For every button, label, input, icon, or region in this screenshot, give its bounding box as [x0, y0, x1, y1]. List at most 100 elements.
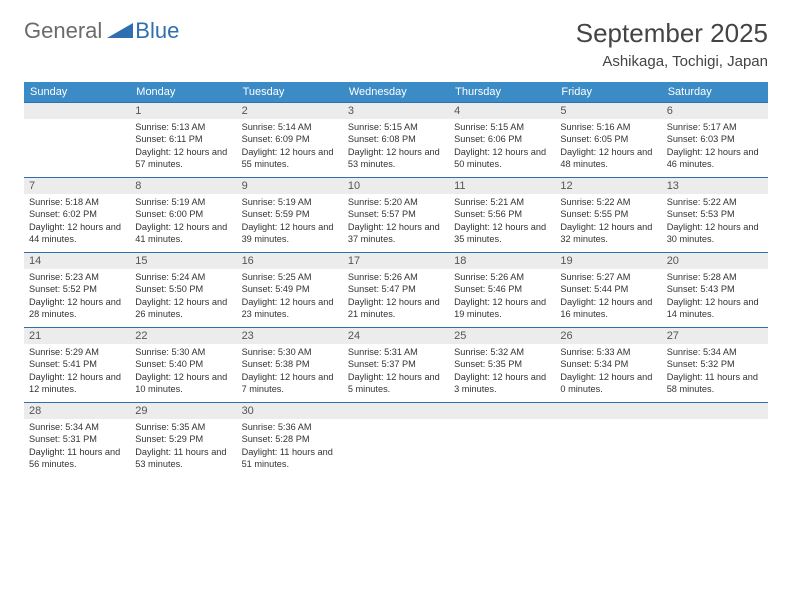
logo-text-general: General — [24, 18, 102, 44]
day-number: 18 — [449, 253, 555, 269]
calendar-cell: 2Sunrise: 5:14 AMSunset: 6:09 PMDaylight… — [237, 103, 343, 178]
day-number: 11 — [449, 178, 555, 194]
calendar-cell: 28Sunrise: 5:34 AMSunset: 5:31 PMDayligh… — [24, 403, 130, 478]
day-details: Sunrise: 5:19 AMSunset: 5:59 PMDaylight:… — [237, 194, 343, 252]
day-details: Sunrise: 5:31 AMSunset: 5:37 PMDaylight:… — [343, 344, 449, 402]
title-block: September 2025 Ashikaga, Tochigi, Japan — [576, 18, 768, 70]
calendar-cell: 26Sunrise: 5:33 AMSunset: 5:34 PMDayligh… — [555, 328, 661, 403]
day-details: Sunrise: 5:26 AMSunset: 5:47 PMDaylight:… — [343, 269, 449, 327]
calendar-cell: 17Sunrise: 5:26 AMSunset: 5:47 PMDayligh… — [343, 253, 449, 328]
day-number — [662, 403, 768, 419]
day-details — [449, 419, 555, 477]
calendar-cell: 14Sunrise: 5:23 AMSunset: 5:52 PMDayligh… — [24, 253, 130, 328]
day-details: Sunrise: 5:14 AMSunset: 6:09 PMDaylight:… — [237, 119, 343, 177]
day-number: 22 — [130, 328, 236, 344]
day-number: 8 — [130, 178, 236, 194]
day-number: 29 — [130, 403, 236, 419]
calendar-cell — [24, 103, 130, 178]
calendar-week-row: 1Sunrise: 5:13 AMSunset: 6:11 PMDaylight… — [24, 103, 768, 178]
day-number: 13 — [662, 178, 768, 194]
location: Ashikaga, Tochigi, Japan — [576, 53, 768, 70]
calendar-cell — [343, 403, 449, 478]
day-details: Sunrise: 5:22 AMSunset: 5:53 PMDaylight:… — [662, 194, 768, 252]
day-number: 23 — [237, 328, 343, 344]
day-number — [555, 403, 661, 419]
calendar-cell: 27Sunrise: 5:34 AMSunset: 5:32 PMDayligh… — [662, 328, 768, 403]
day-details: Sunrise: 5:18 AMSunset: 6:02 PMDaylight:… — [24, 194, 130, 252]
weekday-header: Wednesday — [343, 82, 449, 103]
calendar-cell: 7Sunrise: 5:18 AMSunset: 6:02 PMDaylight… — [24, 178, 130, 253]
day-details: Sunrise: 5:36 AMSunset: 5:28 PMDaylight:… — [237, 419, 343, 477]
calendar-cell: 3Sunrise: 5:15 AMSunset: 6:08 PMDaylight… — [343, 103, 449, 178]
day-details: Sunrise: 5:21 AMSunset: 5:56 PMDaylight:… — [449, 194, 555, 252]
calendar-cell: 22Sunrise: 5:30 AMSunset: 5:40 PMDayligh… — [130, 328, 236, 403]
calendar-header-row: SundayMondayTuesdayWednesdayThursdayFrid… — [24, 82, 768, 103]
calendar-body: 1Sunrise: 5:13 AMSunset: 6:11 PMDaylight… — [24, 103, 768, 478]
calendar-week-row: 21Sunrise: 5:29 AMSunset: 5:41 PMDayligh… — [24, 328, 768, 403]
weekday-header: Tuesday — [237, 82, 343, 103]
day-details: Sunrise: 5:25 AMSunset: 5:49 PMDaylight:… — [237, 269, 343, 327]
calendar-week-row: 28Sunrise: 5:34 AMSunset: 5:31 PMDayligh… — [24, 403, 768, 478]
day-number: 25 — [449, 328, 555, 344]
day-details: Sunrise: 5:34 AMSunset: 5:32 PMDaylight:… — [662, 344, 768, 402]
weekday-header: Monday — [130, 82, 236, 103]
calendar-cell: 5Sunrise: 5:16 AMSunset: 6:05 PMDaylight… — [555, 103, 661, 178]
day-details: Sunrise: 5:15 AMSunset: 6:08 PMDaylight:… — [343, 119, 449, 177]
day-number: 10 — [343, 178, 449, 194]
calendar-week-row: 14Sunrise: 5:23 AMSunset: 5:52 PMDayligh… — [24, 253, 768, 328]
day-details: Sunrise: 5:30 AMSunset: 5:40 PMDaylight:… — [130, 344, 236, 402]
day-number: 27 — [662, 328, 768, 344]
day-number: 26 — [555, 328, 661, 344]
weekday-header: Sunday — [24, 82, 130, 103]
calendar-cell: 11Sunrise: 5:21 AMSunset: 5:56 PMDayligh… — [449, 178, 555, 253]
day-number — [449, 403, 555, 419]
day-number: 6 — [662, 103, 768, 119]
day-details: Sunrise: 5:32 AMSunset: 5:35 PMDaylight:… — [449, 344, 555, 402]
day-number: 30 — [237, 403, 343, 419]
month-title: September 2025 — [576, 18, 768, 49]
day-number — [24, 103, 130, 119]
day-details: Sunrise: 5:22 AMSunset: 5:55 PMDaylight:… — [555, 194, 661, 252]
day-details: Sunrise: 5:27 AMSunset: 5:44 PMDaylight:… — [555, 269, 661, 327]
calendar-cell: 30Sunrise: 5:36 AMSunset: 5:28 PMDayligh… — [237, 403, 343, 478]
day-details: Sunrise: 5:33 AMSunset: 5:34 PMDaylight:… — [555, 344, 661, 402]
day-details: Sunrise: 5:24 AMSunset: 5:50 PMDaylight:… — [130, 269, 236, 327]
weekday-header: Saturday — [662, 82, 768, 103]
calendar-cell: 21Sunrise: 5:29 AMSunset: 5:41 PMDayligh… — [24, 328, 130, 403]
day-number: 19 — [555, 253, 661, 269]
calendar-cell: 15Sunrise: 5:24 AMSunset: 5:50 PMDayligh… — [130, 253, 236, 328]
calendar-cell: 23Sunrise: 5:30 AMSunset: 5:38 PMDayligh… — [237, 328, 343, 403]
calendar-cell: 4Sunrise: 5:15 AMSunset: 6:06 PMDaylight… — [449, 103, 555, 178]
calendar-cell — [662, 403, 768, 478]
day-details — [343, 419, 449, 477]
day-details: Sunrise: 5:26 AMSunset: 5:46 PMDaylight:… — [449, 269, 555, 327]
calendar-cell: 1Sunrise: 5:13 AMSunset: 6:11 PMDaylight… — [130, 103, 236, 178]
day-details: Sunrise: 5:16 AMSunset: 6:05 PMDaylight:… — [555, 119, 661, 177]
day-number: 4 — [449, 103, 555, 119]
calendar-cell — [555, 403, 661, 478]
day-number: 5 — [555, 103, 661, 119]
day-details: Sunrise: 5:17 AMSunset: 6:03 PMDaylight:… — [662, 119, 768, 177]
day-number: 16 — [237, 253, 343, 269]
day-details: Sunrise: 5:15 AMSunset: 6:06 PMDaylight:… — [449, 119, 555, 177]
day-number: 28 — [24, 403, 130, 419]
header: General Blue September 2025 Ashikaga, To… — [24, 18, 768, 70]
day-details: Sunrise: 5:29 AMSunset: 5:41 PMDaylight:… — [24, 344, 130, 402]
day-details: Sunrise: 5:28 AMSunset: 5:43 PMDaylight:… — [662, 269, 768, 327]
day-details: Sunrise: 5:34 AMSunset: 5:31 PMDaylight:… — [24, 419, 130, 477]
calendar-table: SundayMondayTuesdayWednesdayThursdayFrid… — [24, 82, 768, 477]
calendar-cell: 8Sunrise: 5:19 AMSunset: 6:00 PMDaylight… — [130, 178, 236, 253]
weekday-header: Friday — [555, 82, 661, 103]
calendar-cell: 25Sunrise: 5:32 AMSunset: 5:35 PMDayligh… — [449, 328, 555, 403]
logo: General Blue — [24, 18, 179, 44]
logo-text-blue: Blue — [135, 18, 179, 44]
calendar-cell: 6Sunrise: 5:17 AMSunset: 6:03 PMDaylight… — [662, 103, 768, 178]
calendar-cell: 9Sunrise: 5:19 AMSunset: 5:59 PMDaylight… — [237, 178, 343, 253]
day-details: Sunrise: 5:35 AMSunset: 5:29 PMDaylight:… — [130, 419, 236, 477]
calendar-cell: 18Sunrise: 5:26 AMSunset: 5:46 PMDayligh… — [449, 253, 555, 328]
day-details — [662, 419, 768, 477]
day-number: 3 — [343, 103, 449, 119]
day-number: 7 — [24, 178, 130, 194]
calendar-cell: 16Sunrise: 5:25 AMSunset: 5:49 PMDayligh… — [237, 253, 343, 328]
day-number — [343, 403, 449, 419]
